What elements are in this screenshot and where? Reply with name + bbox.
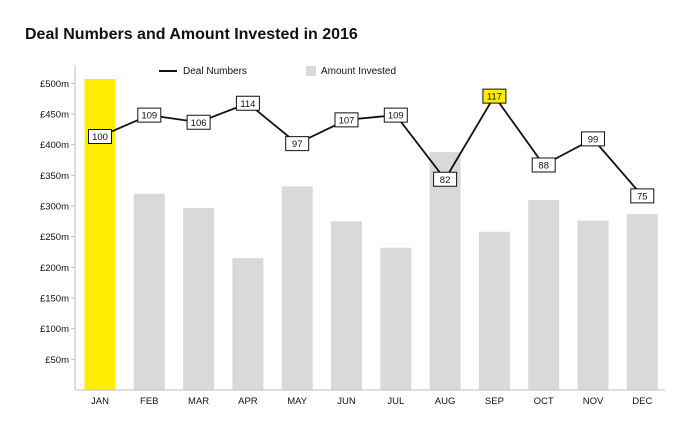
y-tick-label: £100m <box>40 324 69 335</box>
bar-jun <box>331 221 362 390</box>
x-tick-label: JUL <box>387 396 404 407</box>
deal-label-box <box>531 157 556 173</box>
deal-label-box <box>630 188 655 204</box>
deal-data-label: 88 <box>538 161 549 172</box>
deal-data-label: 106 <box>191 118 207 129</box>
y-tick-label: £400m <box>40 140 69 151</box>
y-tick-label: £450m <box>40 110 69 121</box>
x-tick-label: OCT <box>534 396 554 407</box>
bar-jan <box>84 79 116 390</box>
deal-data-label: 109 <box>141 111 157 122</box>
bar-nov <box>577 220 609 390</box>
bar-dec <box>626 213 658 390</box>
bar-mar <box>183 207 215 390</box>
y-tick-label: £250m <box>40 232 69 243</box>
x-tick-label: APR <box>238 396 258 407</box>
deal-label-box <box>88 129 112 144</box>
deal-data-label: 117 <box>487 92 502 103</box>
deal-label-box <box>334 112 359 128</box>
bar-may <box>281 186 313 390</box>
y-tick-label: £350m <box>40 171 69 182</box>
x-tick-label: JAN <box>91 396 109 407</box>
deal-numbers-line <box>99 94 643 197</box>
deal-label-box <box>235 95 260 111</box>
x-tick-label: SEP <box>485 396 504 407</box>
deal-data-label: 107 <box>339 115 355 126</box>
x-tick-label: MAY <box>287 396 308 407</box>
legend-bar-swatch <box>306 66 316 76</box>
x-tick-label: NOV <box>583 396 604 407</box>
bar-apr <box>232 258 264 390</box>
legend-amount-invested: Amount Invested <box>321 66 396 77</box>
bar-sep <box>478 231 510 390</box>
deal-label-box <box>285 136 310 152</box>
y-tick-label: £50m <box>45 355 69 366</box>
deal-data-label: 97 <box>292 139 303 150</box>
legend-deal-numbers: Deal Numbers <box>183 66 247 77</box>
deal-label-box <box>433 171 458 187</box>
deal-label-box <box>581 131 605 147</box>
x-tick-label: AUG <box>435 396 456 407</box>
y-tick-label: £500m <box>40 79 69 90</box>
chart-title: Deal Numbers and Amount Invested in 2016 <box>25 26 358 43</box>
bar-aug <box>429 152 461 390</box>
y-tick-label: £300m <box>40 202 69 213</box>
y-tick-label: £150m <box>40 294 69 305</box>
x-tick-label: MAR <box>188 396 209 407</box>
deal-data-label: 75 <box>637 191 648 202</box>
x-tick-label: DEC <box>632 396 652 407</box>
bar-oct <box>528 199 560 390</box>
x-tick-label: FEB <box>140 396 158 407</box>
bar-jul <box>380 247 412 390</box>
deal-label-box <box>137 107 162 123</box>
deal-data-label: 109 <box>388 111 404 122</box>
deal-label-box <box>186 114 211 130</box>
bar-feb <box>133 193 165 390</box>
deal-label-box <box>482 88 507 104</box>
deal-data-label: 114 <box>240 99 255 110</box>
x-tick-label: JUN <box>337 396 356 407</box>
deal-data-label: 82 <box>440 175 451 186</box>
deal-data-label: 100 <box>92 132 108 143</box>
deal-label-box <box>383 107 408 123</box>
deal-data-label: 99 <box>588 134 599 145</box>
y-tick-label: £200m <box>40 263 69 274</box>
